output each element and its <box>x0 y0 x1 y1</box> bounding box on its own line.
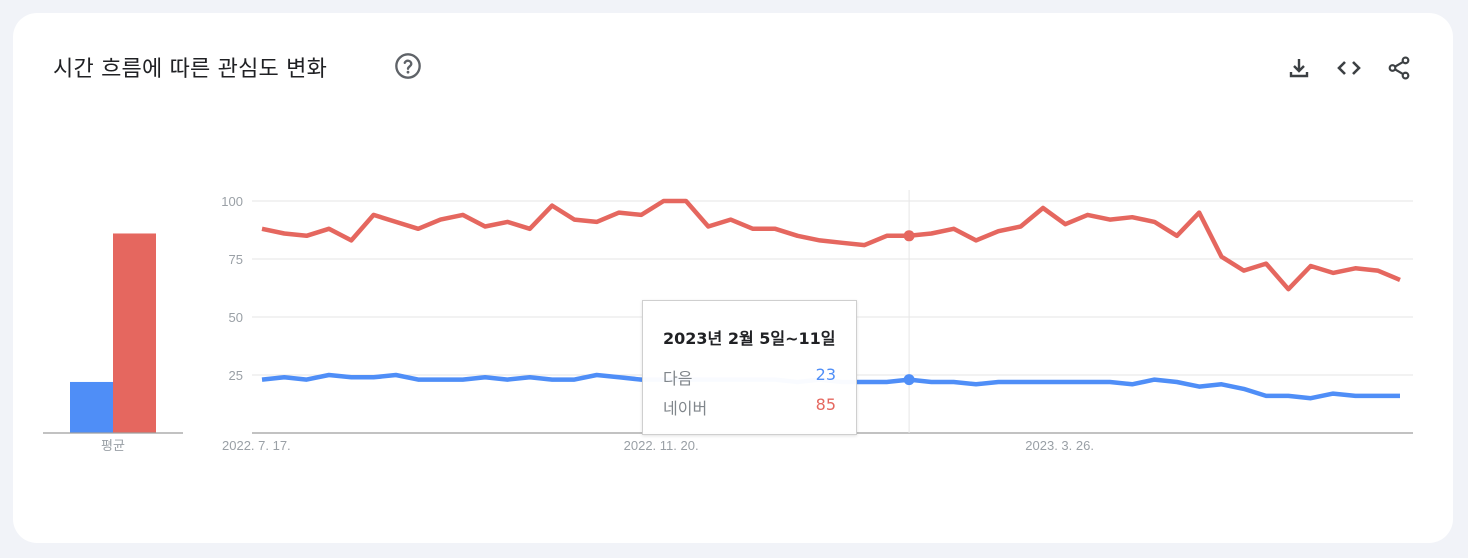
x-tick-label: 2022. 7. 17. <box>222 438 291 453</box>
series-line[interactable] <box>261 198 1401 292</box>
code-icon <box>1337 61 1361 75</box>
tooltip-date: 2023년 2월 5일~11일 <box>663 329 836 348</box>
x-tick-label: 2023. 3. 26. <box>1025 438 1094 453</box>
tooltip-row-naver: 네이버 85 <box>663 395 836 419</box>
share-button[interactable] <box>1385 54 1413 82</box>
average-bar-chart: 평균 <box>43 233 183 453</box>
average-label: 평균 <box>101 438 125 453</box>
y-tick-label: 100 <box>221 194 243 209</box>
chart-tooltip: 2023년 2월 5일~11일 다음 23 네이버 85 <box>642 300 857 435</box>
interest-over-time-card: 시간 흐름에 따른 관심도 변화 <box>13 13 1453 543</box>
x-axis-labels: 2022. 7. 17. 2022. 11. 20. 2023. 3. 26. <box>222 438 1094 453</box>
card-actions <box>1285 54 1413 82</box>
tooltip-row-daum: 다음 23 <box>663 365 836 389</box>
tooltip-series-value: 85 <box>815 395 836 414</box>
tooltip-series-name: 다음 <box>663 369 693 388</box>
highlight-point <box>903 230 915 242</box>
tooltip-series-value: 23 <box>815 365 836 384</box>
download-button[interactable] <box>1285 54 1313 82</box>
y-tick-label: 50 <box>229 310 243 325</box>
card-title: 시간 흐름에 따른 관심도 변화 <box>53 57 328 82</box>
embed-button[interactable] <box>1335 54 1363 82</box>
share-icon <box>1388 56 1410 80</box>
y-tick-label: 75 <box>229 252 243 267</box>
tooltip-series-name: 네이버 <box>663 399 708 418</box>
download-icon <box>1289 59 1309 78</box>
highlight-point <box>903 374 915 386</box>
average-bar[interactable] <box>70 381 113 433</box>
y-tick-label: 25 <box>229 368 243 383</box>
x-tick-label: 2022. 11. 20. <box>624 438 699 453</box>
help-circle-icon[interactable] <box>394 52 422 80</box>
average-bar[interactable] <box>113 233 156 433</box>
